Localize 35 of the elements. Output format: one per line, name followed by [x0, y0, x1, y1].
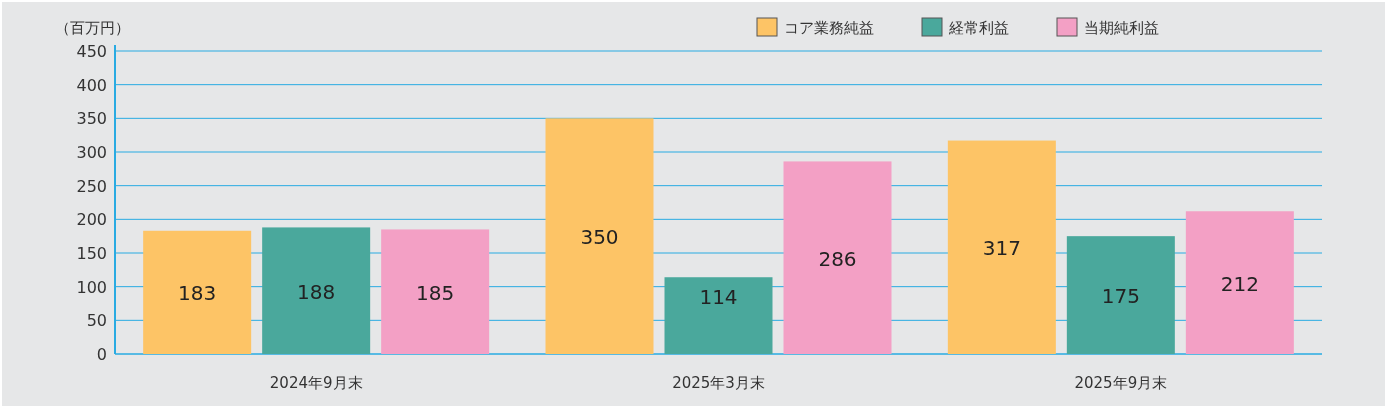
data-label: 286 — [818, 246, 857, 271]
y-tick-label: 450 — [76, 42, 107, 61]
data-label: 212 — [1220, 271, 1259, 296]
legend-label: 経常利益 — [948, 19, 1009, 37]
data-label: 183 — [178, 281, 217, 306]
bar — [1066, 236, 1175, 354]
y-axis-title: （百万円） — [54, 19, 130, 37]
data-label: 188 — [297, 279, 336, 304]
y-tick-label: 250 — [76, 176, 107, 196]
data-label: 350 — [580, 225, 619, 250]
data-label: 317 — [982, 236, 1021, 261]
data-label: 185 — [416, 280, 455, 305]
data-label: 175 — [1101, 284, 1140, 309]
y-tick-label: 400 — [76, 75, 107, 95]
y-tick-label: 200 — [76, 210, 107, 230]
bar — [143, 230, 252, 354]
data-label: 114 — [699, 285, 738, 309]
bar — [262, 227, 371, 354]
x-tick-label: 2024年9月末 — [269, 374, 363, 392]
y-tick-label: 0 — [96, 345, 107, 364]
bar — [664, 277, 773, 354]
bar — [381, 229, 490, 354]
y-tick-label: 300 — [76, 143, 107, 162]
bar — [783, 161, 892, 354]
bar — [1185, 211, 1294, 354]
y-tick-label: 350 — [76, 109, 107, 129]
legend-label: コア業務純益 — [784, 19, 874, 37]
x-tick-label: 2025年3月末 — [672, 374, 765, 392]
bar — [947, 140, 1056, 354]
y-tick-label: 100 — [76, 277, 107, 297]
bar — [545, 118, 654, 354]
y-tick-label: 150 — [76, 244, 107, 263]
y-tick-label: 50 — [86, 311, 107, 331]
x-tick-label: 2025年9月末 — [1074, 374, 1168, 392]
legend-label: 当期純利益 — [1084, 19, 1159, 37]
